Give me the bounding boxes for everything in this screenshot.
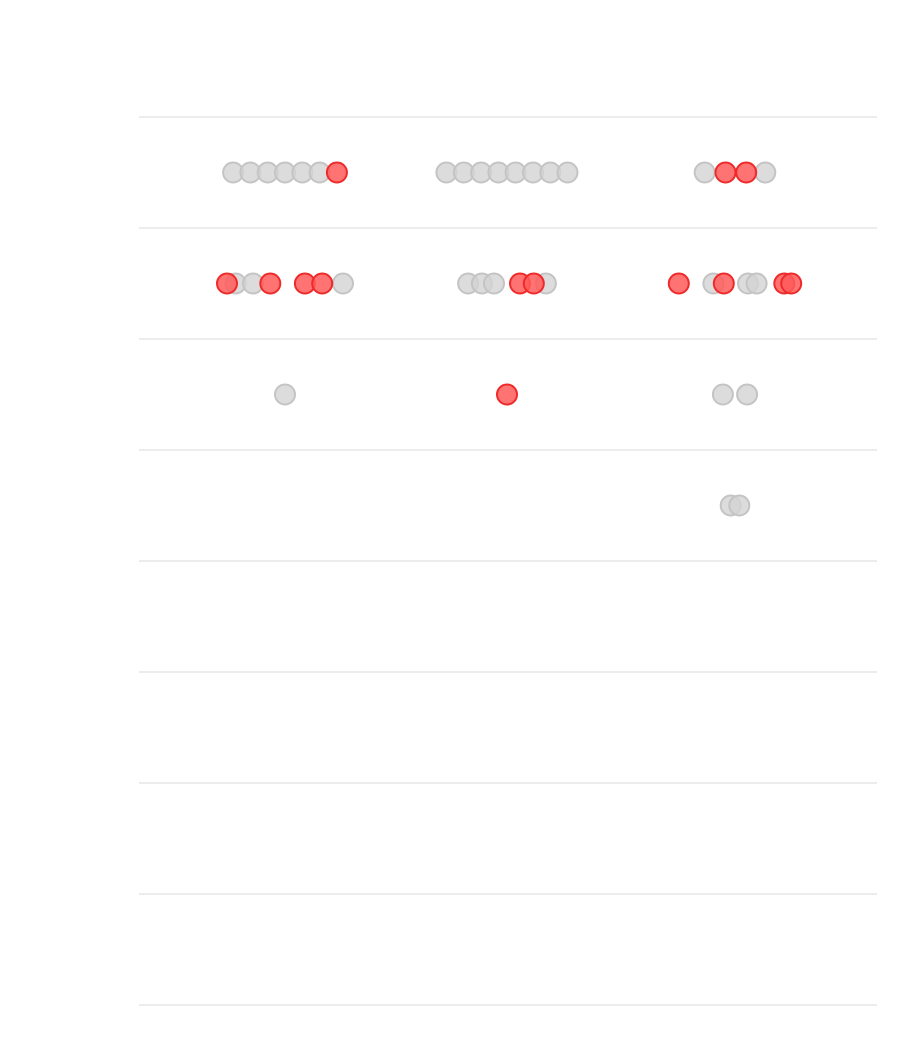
highlight-dot — [735, 161, 758, 184]
neutral-dot — [754, 161, 777, 184]
highlight-dot — [311, 272, 334, 295]
highlight-dot — [325, 161, 348, 184]
highlight-dot — [780, 272, 803, 295]
neutral-dot — [483, 272, 505, 295]
neutral-dot — [711, 383, 734, 406]
highlight-dot — [496, 383, 518, 406]
neutral-dot — [728, 494, 751, 517]
highlight-dot — [712, 272, 735, 295]
neutral-dot — [745, 272, 768, 295]
highlight-dot — [667, 272, 690, 295]
neutral-dot — [556, 161, 579, 184]
neutral-dot — [274, 383, 296, 406]
highlight-dot — [259, 272, 282, 295]
highlight-dot — [714, 161, 737, 184]
neutral-dot — [736, 383, 759, 406]
gridlines — [139, 116, 877, 1006]
neutral-dot — [693, 161, 716, 184]
highlight-dot — [522, 272, 545, 295]
dots — [216, 161, 803, 517]
highlight-dot — [216, 272, 238, 295]
neutral-dot — [332, 272, 354, 295]
